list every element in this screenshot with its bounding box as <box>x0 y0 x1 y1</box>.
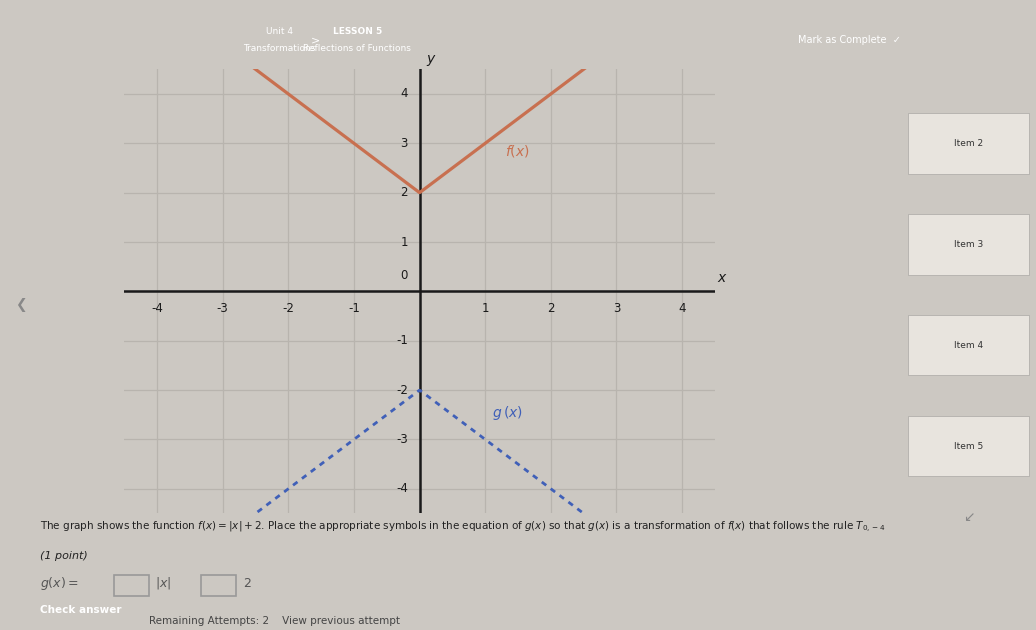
Text: The graph shows the function $f(x) = |x|+2$. Place the appropriate symbols in th: The graph shows the function $f(x) = |x|… <box>39 519 885 534</box>
Text: (1 point): (1 point) <box>39 551 87 561</box>
Text: Item 4: Item 4 <box>954 341 983 350</box>
Text: Check answer: Check answer <box>39 605 121 614</box>
Text: 1: 1 <box>400 236 408 248</box>
Text: 4: 4 <box>400 88 408 100</box>
Text: $g(x) = $: $g(x) = $ <box>39 575 79 592</box>
Text: -2: -2 <box>396 384 408 396</box>
Text: Transformations: Transformations <box>243 44 316 54</box>
FancyBboxPatch shape <box>201 575 235 596</box>
Text: Mark as Complete  ✓: Mark as Complete ✓ <box>798 35 901 45</box>
FancyBboxPatch shape <box>908 315 1030 375</box>
Text: 1: 1 <box>482 302 489 315</box>
Text: Unit 4: Unit 4 <box>266 27 293 37</box>
Text: $2$: $2$ <box>243 577 252 590</box>
Text: >: > <box>312 35 320 45</box>
Text: -4: -4 <box>151 302 163 315</box>
Text: $f(x)$: $f(x)$ <box>505 143 529 159</box>
Text: ↙: ↙ <box>962 510 975 524</box>
Text: $y$: $y$ <box>426 54 437 69</box>
Text: Item 5: Item 5 <box>954 442 983 450</box>
Text: 4: 4 <box>679 302 686 315</box>
Text: -1: -1 <box>396 335 408 347</box>
Text: 2: 2 <box>547 302 554 315</box>
Text: 2: 2 <box>400 186 408 199</box>
Text: -2: -2 <box>283 302 294 315</box>
Text: 0: 0 <box>400 270 408 282</box>
Text: Remaining Attempts: 2    View previous attempt: Remaining Attempts: 2 View previous atte… <box>148 616 400 626</box>
Text: $x$: $x$ <box>717 272 728 285</box>
Text: -3: -3 <box>396 433 408 446</box>
FancyBboxPatch shape <box>908 214 1030 275</box>
Text: 3: 3 <box>612 302 621 315</box>
FancyBboxPatch shape <box>908 416 1030 476</box>
Text: -3: -3 <box>217 302 229 315</box>
Text: Item 3: Item 3 <box>954 240 983 249</box>
Text: -1: -1 <box>348 302 359 315</box>
Text: $g\,(x)$: $g\,(x)$ <box>492 404 522 422</box>
Text: -4: -4 <box>396 483 408 495</box>
FancyBboxPatch shape <box>114 575 148 596</box>
Text: ❮: ❮ <box>15 298 27 312</box>
Text: 3: 3 <box>400 137 408 150</box>
Text: $|x|$: $|x|$ <box>154 575 171 592</box>
FancyBboxPatch shape <box>908 113 1030 174</box>
Text: Reflections of Functions: Reflections of Functions <box>304 44 411 54</box>
Text: LESSON 5: LESSON 5 <box>333 27 382 37</box>
Text: Item 2: Item 2 <box>954 139 983 148</box>
